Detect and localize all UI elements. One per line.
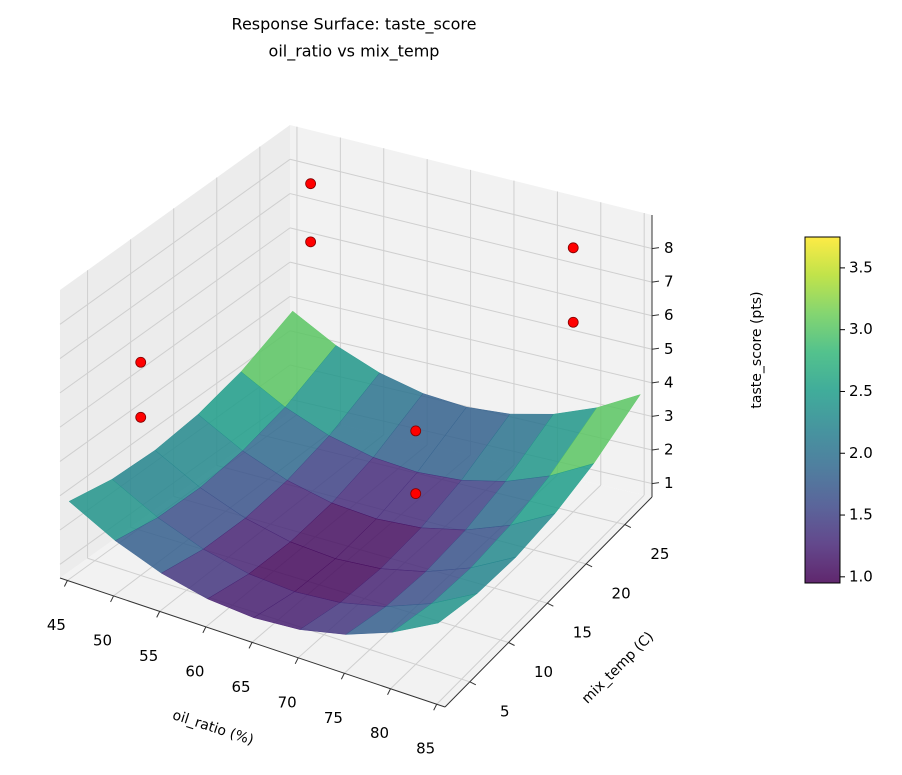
x-tick-label: 60 bbox=[185, 662, 204, 680]
x-axis-label: oil_ratio (%) bbox=[170, 707, 255, 748]
z-tick bbox=[651, 347, 660, 350]
data-point bbox=[135, 356, 147, 368]
grid-line bbox=[390, 484, 602, 690]
x-tick bbox=[248, 642, 253, 649]
axis-line bbox=[444, 496, 653, 708]
grid-line bbox=[289, 330, 653, 417]
z-tick-label: 7 bbox=[664, 273, 674, 291]
x-tick-label: 75 bbox=[324, 709, 343, 727]
z-tick bbox=[651, 448, 660, 451]
surface-patch bbox=[391, 593, 478, 633]
x-tick bbox=[156, 611, 161, 618]
grid-line bbox=[59, 330, 291, 497]
x-tick-label: 80 bbox=[370, 724, 389, 742]
y-tick-label: 10 bbox=[534, 663, 553, 681]
y-tick-label: 25 bbox=[650, 545, 669, 563]
x-tick bbox=[110, 595, 114, 603]
z-tick bbox=[651, 482, 660, 485]
colorbar-tick-label: 1.5 bbox=[849, 506, 873, 524]
y-tick-label: 20 bbox=[612, 584, 631, 602]
grid-line bbox=[289, 193, 653, 283]
data-point bbox=[305, 178, 317, 190]
x-tick bbox=[433, 703, 438, 711]
x-tick-label: 50 bbox=[93, 631, 112, 649]
z-tick bbox=[651, 381, 660, 384]
colorbar bbox=[804, 236, 841, 584]
x-tick-label: 45 bbox=[47, 616, 66, 634]
x-tick bbox=[340, 673, 345, 680]
pane-left bbox=[60, 125, 290, 578]
colorbar-tick-label: 3.0 bbox=[849, 320, 873, 338]
axis-line bbox=[59, 577, 446, 708]
z-tick-label: 4 bbox=[664, 373, 674, 391]
z-tick-label: 3 bbox=[664, 407, 674, 425]
grid-line bbox=[436, 494, 645, 705]
grid-line bbox=[289, 227, 653, 317]
z-tick-label: 8 bbox=[664, 239, 674, 257]
z-tick bbox=[651, 247, 660, 250]
grid-line bbox=[289, 261, 653, 350]
grid-line bbox=[59, 261, 291, 428]
z-tick-label: 2 bbox=[664, 441, 674, 459]
y-tick-label: 5 bbox=[500, 702, 510, 720]
x-tick bbox=[387, 688, 391, 695]
colorbar-tick-label: 1.0 bbox=[849, 567, 873, 585]
x-tick-label: 55 bbox=[139, 647, 158, 665]
z-tick bbox=[651, 280, 660, 283]
z-tick-label: 1 bbox=[664, 474, 674, 492]
colorbar-tick-label: 2.5 bbox=[849, 382, 873, 400]
z-axis-label: taste_score (pts) bbox=[749, 291, 765, 408]
x-tick-label: 85 bbox=[416, 740, 435, 758]
data-point bbox=[567, 316, 579, 328]
z-tick-label: 6 bbox=[664, 306, 674, 324]
x-tick-label: 70 bbox=[278, 693, 297, 711]
y-tick bbox=[547, 602, 554, 607]
data-point bbox=[567, 242, 579, 254]
data-point bbox=[410, 488, 422, 500]
grid-line bbox=[59, 296, 291, 462]
chart-title: Response Surface: taste_score bbox=[232, 15, 477, 35]
colorbar-tick-label: 2.0 bbox=[849, 444, 873, 462]
data-point bbox=[410, 425, 422, 437]
grid-line bbox=[289, 158, 653, 250]
y-tick-label: 15 bbox=[573, 624, 592, 642]
x-tick bbox=[294, 657, 299, 665]
y-tick bbox=[508, 642, 515, 646]
z-tick bbox=[651, 414, 660, 417]
x-tick bbox=[63, 580, 68, 587]
data-point bbox=[305, 236, 317, 248]
z-tick bbox=[651, 314, 660, 317]
x-tick-label: 65 bbox=[231, 678, 250, 696]
grid-line bbox=[289, 295, 653, 384]
data-point bbox=[135, 411, 147, 423]
z-tick-label: 5 bbox=[664, 340, 674, 358]
grid-line bbox=[59, 227, 291, 394]
grid-line bbox=[59, 193, 291, 359]
chart-subtitle: oil_ratio vs mix_temp bbox=[269, 42, 440, 62]
y-tick bbox=[624, 524, 632, 528]
y-tick bbox=[585, 563, 593, 568]
grid-line bbox=[59, 158, 291, 325]
y-tick bbox=[469, 681, 477, 686]
colorbar-tick-label: 3.5 bbox=[849, 258, 873, 276]
x-tick bbox=[202, 626, 207, 634]
